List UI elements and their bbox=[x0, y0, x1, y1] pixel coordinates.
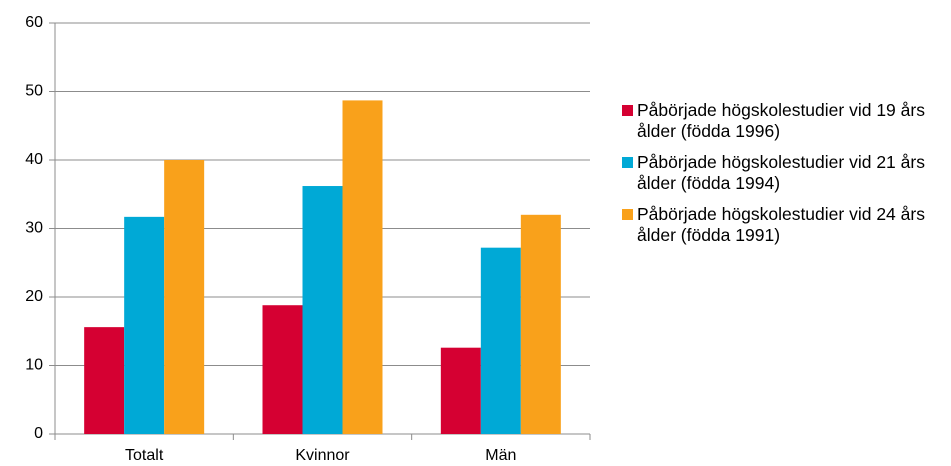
y-tick-label: 30 bbox=[25, 220, 43, 237]
y-tick-label: 40 bbox=[25, 151, 43, 168]
legend-swatch bbox=[622, 157, 633, 168]
y-tick-label: 50 bbox=[25, 83, 43, 100]
bar bbox=[342, 100, 383, 434]
y-tick-label: 20 bbox=[25, 288, 43, 305]
legend-swatch bbox=[622, 105, 633, 116]
bar bbox=[520, 214, 561, 434]
legend-item: Påbörjade högskolestudier vid 19 års åld… bbox=[622, 100, 951, 142]
bar bbox=[84, 327, 125, 434]
bar bbox=[164, 160, 205, 434]
y-tick-label: 60 bbox=[25, 14, 43, 31]
legend-label: Påbörjade högskolestudier vid 19 års åld… bbox=[637, 100, 925, 141]
y-tick-label: 0 bbox=[34, 425, 43, 442]
legend-label: Påbörjade högskolestudier vid 24 års åld… bbox=[637, 204, 925, 245]
legend-label: Påbörjade högskolestudier vid 21 års åld… bbox=[637, 152, 925, 193]
legend-item: Påbörjade högskolestudier vid 24 års åld… bbox=[622, 204, 951, 246]
bar bbox=[480, 247, 521, 434]
bar bbox=[302, 186, 343, 434]
bar bbox=[262, 305, 303, 434]
x-tick-label: Kvinnor bbox=[295, 447, 350, 464]
legend-item: Påbörjade högskolestudier vid 21 års åld… bbox=[622, 152, 951, 194]
bar bbox=[124, 216, 165, 434]
legend-swatch bbox=[622, 209, 633, 220]
x-tick-label: Totalt bbox=[125, 447, 164, 464]
legend: Påbörjade högskolestudier vid 19 års åld… bbox=[622, 100, 951, 256]
y-tick-label: 10 bbox=[25, 357, 43, 374]
bar bbox=[440, 347, 481, 434]
x-tick-label: Män bbox=[485, 447, 516, 464]
